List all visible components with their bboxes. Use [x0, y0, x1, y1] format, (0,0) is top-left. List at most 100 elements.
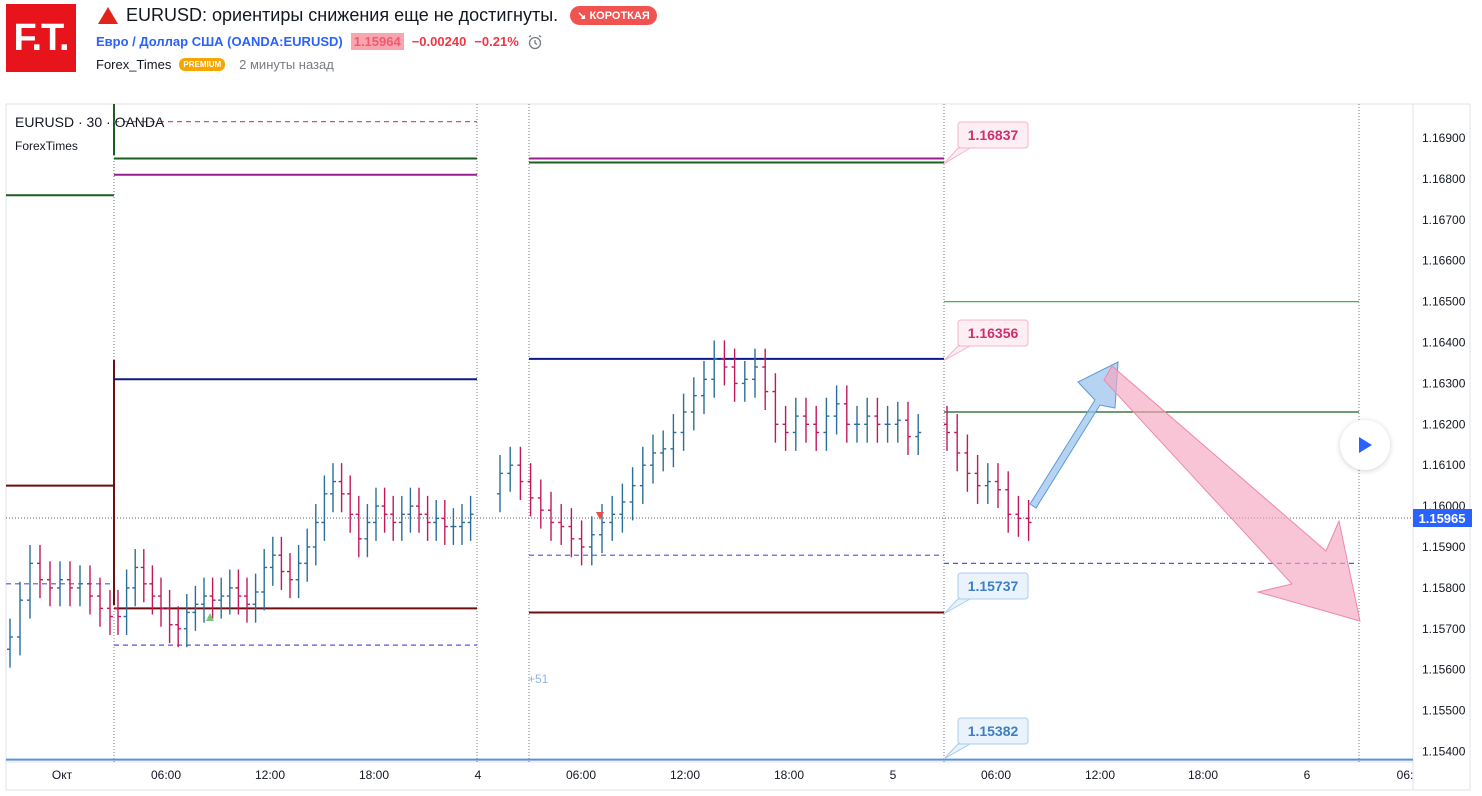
ohlc-bar [107, 589, 113, 635]
ohlc-bar [629, 467, 636, 521]
ohlc-bar [278, 536, 285, 590]
x-tick-label: 12:00 [255, 768, 285, 782]
x-tick-label: 06:00 [566, 768, 596, 782]
callout-box [957, 319, 1029, 347]
ohlc-bar [558, 504, 565, 545]
ohlc-bar [823, 397, 830, 451]
y-tick-label: 1.16300 [1422, 376, 1466, 390]
ohlc-bar [578, 520, 585, 566]
y-tick-label: 1.16100 [1422, 458, 1466, 472]
ohlc-bar [364, 504, 371, 558]
callout-pointer [943, 345, 972, 361]
callout-price-label: 1.16837 [968, 127, 1019, 143]
ohlc-bar [330, 463, 336, 513]
ohlc-bar [599, 504, 605, 554]
ohlc-bar [355, 495, 362, 558]
x-tick-label: 5 [890, 768, 897, 782]
ohlc-bar [884, 405, 891, 443]
ohlc-bar [670, 414, 677, 468]
ohlc-bar [183, 594, 190, 648]
callout-pointer [943, 147, 972, 165]
ohlc-bar [954, 414, 961, 472]
ohlc-bar [381, 487, 388, 533]
callout-support: 1.15737 [943, 572, 1029, 615]
ohlc-bar [680, 393, 687, 451]
ohlc-bar [244, 577, 250, 623]
ohlc-bar [588, 516, 595, 566]
ohlc-bar [833, 385, 840, 435]
ohlc-bar [57, 561, 63, 607]
ohlc-bar [218, 577, 225, 619]
ohlc-bar [568, 508, 575, 558]
ohlc-bar [312, 504, 319, 566]
symbol-link[interactable]: Евро / Доллар США (OANDA:EURUSD) [96, 34, 343, 49]
short-badge[interactable]: ↘ КОРОТКАЯ [570, 6, 657, 25]
ohlc-bar [407, 487, 414, 533]
ohlc-bar [295, 544, 302, 599]
ohlc-bar [347, 475, 354, 533]
y-tick-label: 1.15600 [1422, 663, 1466, 677]
forecast-down-arrow [1103, 365, 1361, 622]
callout-support: 1.15382 [943, 717, 1029, 760]
forex-times-logo[interactable]: F.T. [6, 4, 76, 72]
callout-box [957, 717, 1029, 745]
ohlc-bar [321, 475, 328, 541]
author-name[interactable]: Forex_Times [96, 57, 172, 72]
x-tick-label: 06:00 [981, 768, 1011, 782]
ohlc-bar [995, 463, 1001, 509]
y-tick-label: 1.16400 [1422, 336, 1466, 350]
ohlc-bar [192, 585, 199, 631]
ohlc-bar [338, 463, 345, 513]
y-tick-label: 1.16600 [1422, 254, 1466, 268]
ohlc-bar [158, 577, 164, 627]
ohlc-bar [287, 553, 293, 599]
ohlc-bar [905, 401, 911, 455]
ohlc-bar [527, 463, 534, 517]
ohlc-bar [813, 405, 820, 451]
ohlc-bar [17, 581, 23, 656]
y-tick-label: 1.16500 [1422, 295, 1466, 309]
ohlc-bar [548, 491, 554, 541]
play-replay-button[interactable] [1340, 420, 1390, 470]
ohlc-bar [390, 495, 397, 541]
ohlc-bar [209, 577, 216, 619]
ohlc-bar [639, 446, 646, 505]
ohlc-bar [97, 577, 103, 627]
ohlc-bar [894, 401, 901, 443]
ohlc-bar [269, 536, 276, 586]
x-tick-label: 12:00 [670, 768, 700, 782]
price-change: −0.00240 [411, 34, 467, 49]
ohlc-bar [944, 405, 950, 451]
callout-box [957, 121, 1029, 149]
x-tick-label: 06:00 [151, 768, 181, 782]
ohlc-bar [1025, 499, 1032, 541]
ohlc-bar [609, 495, 616, 541]
callout-resistance: 1.16356 [943, 319, 1029, 361]
ohlc-bar [467, 495, 474, 541]
ohlc-bar [762, 348, 769, 410]
logo-text: F.T. [13, 16, 69, 59]
idea-title: EURUSD: ориентиры снижения еще не достиг… [126, 5, 559, 25]
ohlc-bar [77, 565, 83, 607]
y-tick-label: 1.15900 [1422, 540, 1466, 554]
ohlc-bar [459, 504, 465, 545]
ohlc-bar [424, 495, 431, 541]
indicator-legend: ForexTimes [15, 139, 78, 153]
alarm-clock-icon[interactable] [527, 34, 543, 50]
ohlc-bar [711, 340, 718, 398]
ohlc-bar [843, 385, 850, 443]
premium-badge: PREMIUM [179, 58, 226, 71]
ohlc-bar [441, 499, 448, 545]
y-tick-label: 1.16700 [1422, 213, 1466, 227]
ohlc-bar [619, 483, 626, 533]
ohlc-bar [433, 499, 440, 541]
ohlc-bar [660, 430, 667, 472]
y-tick-label: 1.16800 [1422, 172, 1466, 186]
ohlc-bar [7, 618, 13, 668]
x-tick-label: 6 [1304, 768, 1311, 782]
ohlc-bar [1015, 495, 1022, 537]
ohlc-bar [864, 397, 871, 443]
ohlc-bar [450, 508, 457, 545]
last-price-tag [1413, 509, 1472, 527]
